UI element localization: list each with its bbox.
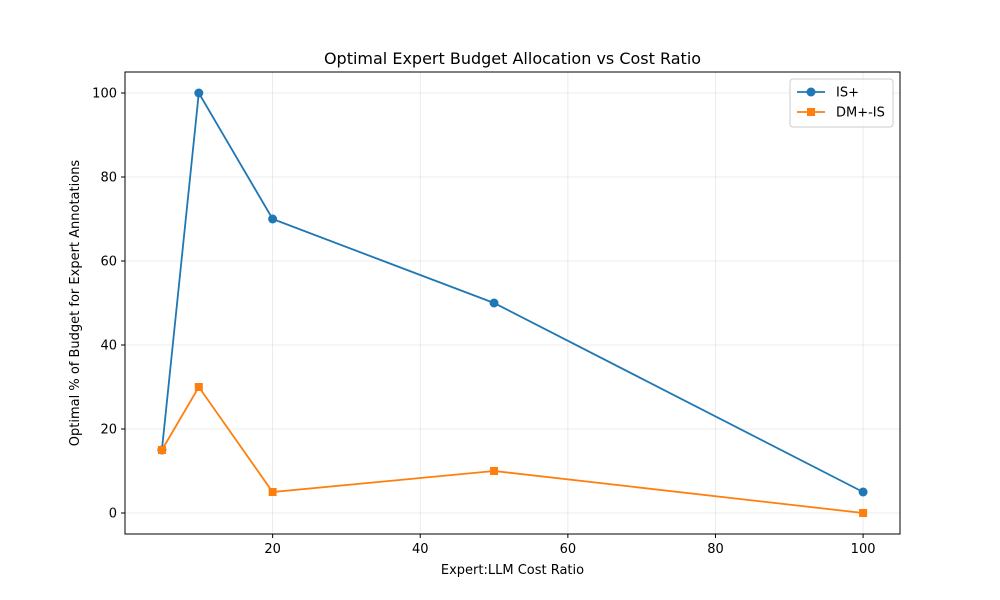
legend-marker — [806, 87, 816, 97]
data-point — [490, 467, 499, 475]
legend-label: DM+-IS — [836, 106, 885, 121]
legend-label: IS+ — [836, 86, 859, 101]
series-layer — [157, 88, 868, 517]
x-tick-label: 40 — [412, 542, 429, 557]
x-tick-label: 60 — [560, 542, 577, 557]
data-point — [859, 509, 868, 517]
x-tick-label: 100 — [851, 542, 876, 557]
data-point — [157, 446, 166, 454]
data-point — [489, 298, 499, 308]
series-line — [161, 90, 864, 493]
y-tick-label: 0 — [109, 507, 117, 522]
chart-title: Optimal Expert Budget Allocation vs Cost… — [324, 49, 701, 68]
grid — [125, 72, 900, 534]
x-tick-label: 80 — [707, 542, 724, 557]
y-tick-label: 60 — [100, 255, 117, 270]
plot-area — [124, 71, 901, 535]
axis-ticks: 20 40 60 80 100 0 20 40 60 80 100 — [92, 87, 875, 558]
y-tick-label: 100 — [92, 87, 117, 102]
data-point — [268, 488, 277, 496]
legend-marker — [807, 108, 815, 116]
data-point — [194, 88, 204, 98]
y-tick-label: 80 — [100, 171, 117, 186]
y-axis-label: Optimal % of Budget for Expert Annotatio… — [68, 160, 83, 447]
data-point — [858, 487, 868, 497]
x-axis-label: Expert:LLM Cost Ratio — [441, 563, 584, 578]
x-tick-label: 20 — [264, 542, 281, 557]
series-line — [161, 385, 864, 514]
data-point — [268, 214, 278, 224]
y-tick-label: 40 — [100, 339, 117, 354]
legend: IS+ DM+-IS — [789, 78, 894, 128]
y-tick-label: 20 — [100, 423, 117, 438]
legend-box — [789, 78, 894, 128]
data-point — [194, 383, 203, 391]
